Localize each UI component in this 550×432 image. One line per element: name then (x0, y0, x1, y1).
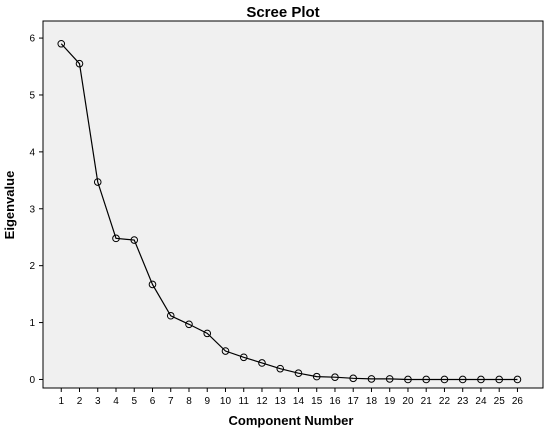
data-point (130, 236, 139, 244)
y-tick-label: 4 (29, 147, 35, 158)
data-point (513, 375, 522, 384)
x-tick-label: 21 (421, 396, 433, 407)
x-axis: 1 2 3 4 5 6 7 8 9 10 11 12 13 14 15 16 17 18 19 20 21 22 23 24 2… (58, 388, 523, 407)
x-tick-label: 4 (113, 396, 119, 407)
data-point (258, 359, 266, 367)
data-point (440, 375, 449, 384)
data-point (148, 280, 157, 289)
x-tick-label: 11 (239, 396, 250, 407)
x-tick-label: 20 (402, 396, 414, 407)
data-point (57, 39, 66, 48)
x-tick-label: 1 (58, 396, 64, 407)
x-tick-label: 18 (366, 396, 378, 407)
data-point (166, 311, 175, 320)
series-eigenvalues (57, 39, 522, 384)
data-point (331, 373, 339, 381)
plot-area (42, 20, 544, 389)
x-tick-label: 9 (204, 396, 210, 407)
y-tick-label: 3 (29, 204, 35, 215)
data-point (185, 320, 193, 329)
x-tick-label: 15 (311, 396, 323, 407)
data-point (276, 364, 285, 373)
data-point (477, 375, 485, 384)
y-tick-label: 1 (29, 318, 35, 329)
x-tick-label: 13 (275, 396, 287, 407)
x-tick-label: 6 (150, 396, 156, 407)
x-tick-label: 2 (77, 396, 83, 407)
x-tick-label: 3 (95, 396, 101, 407)
data-point (495, 375, 504, 384)
data-point (367, 375, 376, 383)
y-tick-label: 6 (29, 34, 35, 45)
data-point (458, 375, 467, 384)
x-tick-label: 10 (220, 396, 232, 407)
y-axis-title: Eigenvalue (2, 171, 17, 240)
data-point (312, 372, 321, 381)
y-tick-label: 5 (29, 90, 35, 101)
y-axis: 0 1 2 3 4 5 6 (29, 34, 43, 386)
x-tick-label: 12 (256, 396, 268, 407)
x-tick-label: 7 (168, 396, 174, 407)
x-tick-label: 16 (329, 396, 341, 407)
data-point (203, 329, 212, 338)
data-point (112, 234, 120, 243)
data-point (93, 178, 102, 186)
x-tick-label: 19 (384, 396, 396, 407)
x-tick-label: 23 (457, 396, 469, 407)
x-tick-label: 25 (494, 396, 506, 407)
y-tick-label: 0 (29, 375, 35, 386)
data-point (239, 353, 248, 362)
data-point (221, 347, 230, 355)
data-point (75, 59, 84, 68)
x-tick-label: 22 (439, 396, 451, 407)
x-tick-label: 26 (512, 396, 524, 407)
data-point (422, 375, 431, 384)
x-axis-title: Component Number (229, 413, 354, 428)
x-tick-label: 5 (131, 396, 137, 407)
y-tick-label: 2 (29, 261, 35, 272)
x-tick-label: 14 (293, 396, 305, 407)
x-tick-label: 8 (186, 396, 192, 407)
data-point (294, 369, 303, 378)
data-point (349, 374, 358, 383)
chart-title: Scree Plot (246, 4, 319, 21)
x-tick-label: 17 (348, 396, 360, 407)
data-point (385, 375, 394, 383)
data-point (404, 375, 412, 384)
x-tick-label: 24 (475, 396, 487, 407)
